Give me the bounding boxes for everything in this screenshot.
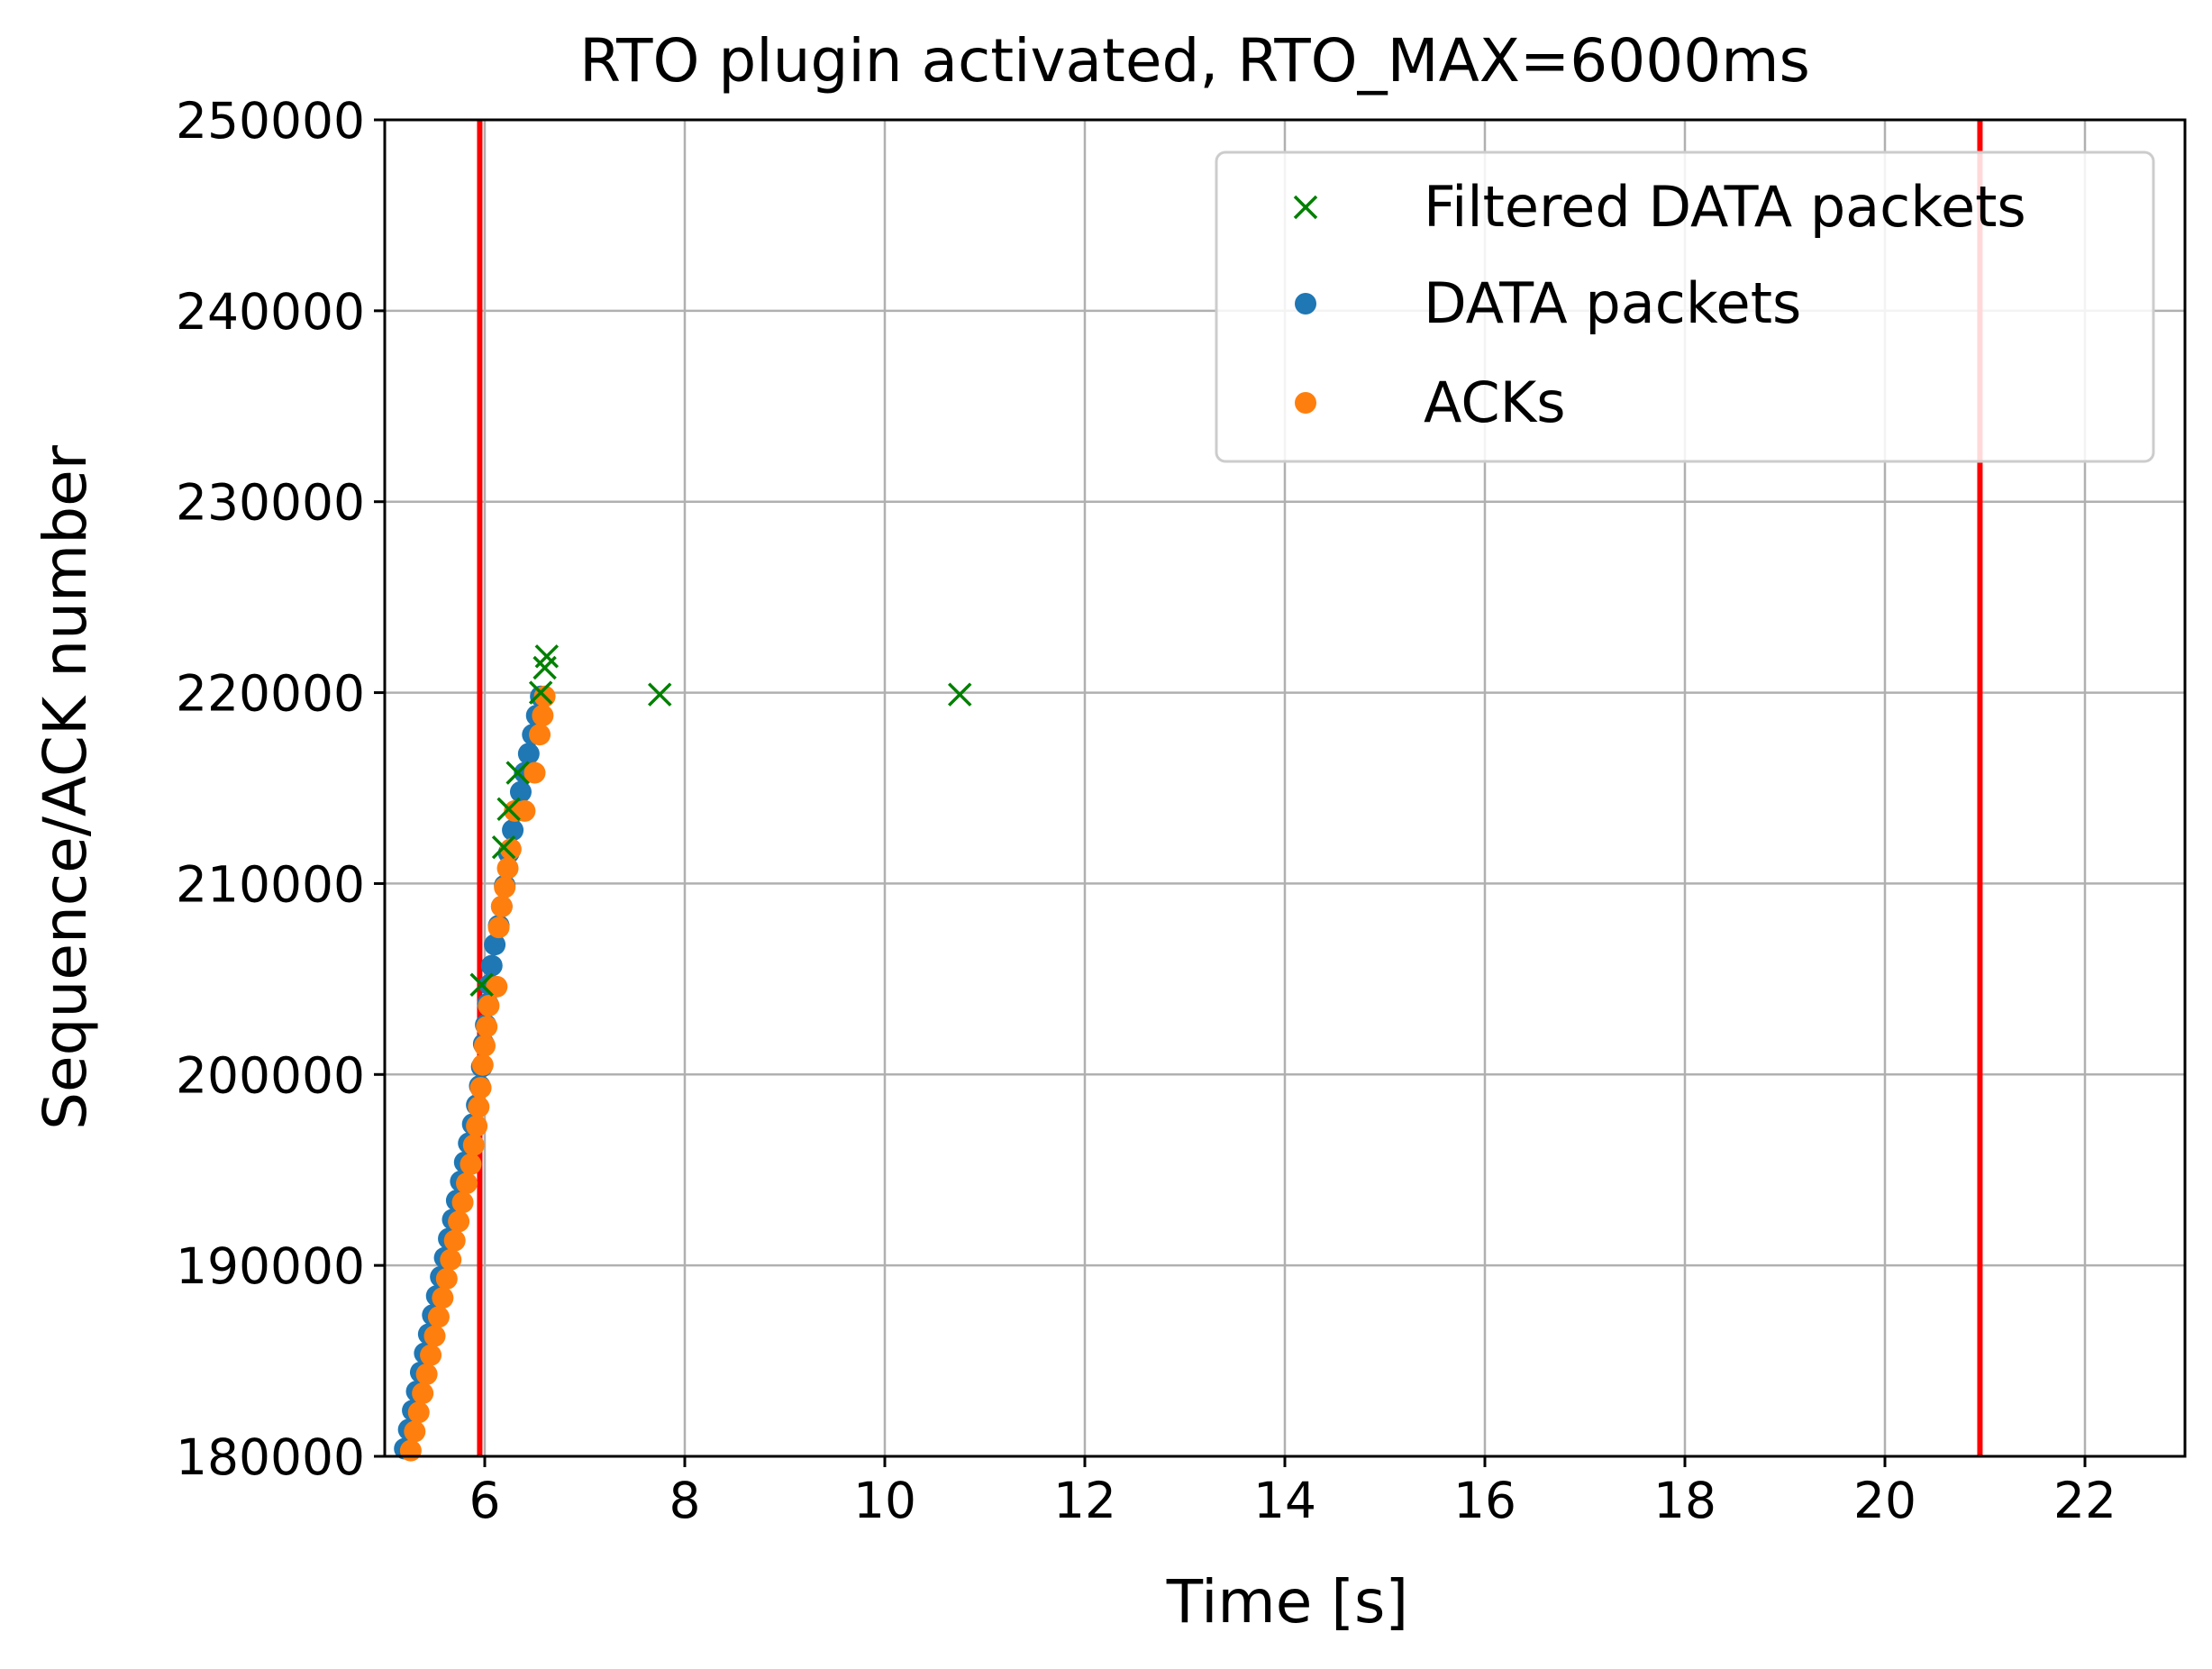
acks-point: [468, 1096, 490, 1118]
x-tick-label: 8: [669, 1472, 701, 1529]
acks-point: [415, 1363, 438, 1385]
y-tick-label: 190000: [176, 1237, 365, 1295]
filtered-data-packets-point: [469, 972, 494, 997]
legend-box: [1215, 150, 2155, 463]
data-packets-point: [484, 934, 506, 956]
acks-point: [460, 1153, 482, 1175]
filtered-data-packets-point: [534, 644, 560, 669]
x-marker-stroke: [491, 834, 516, 860]
y-tick-label: 220000: [176, 665, 365, 723]
acks-point: [529, 724, 551, 746]
x-tick-label: 10: [853, 1472, 916, 1529]
x-tick-label: 12: [1053, 1472, 1116, 1529]
x-tick-label: 20: [1853, 1472, 1916, 1529]
acks-point: [427, 1306, 450, 1328]
x-tick-label: 14: [1253, 1472, 1316, 1529]
y-tick-label: 240000: [176, 283, 365, 341]
x-tick-label: 18: [1653, 1472, 1716, 1529]
data-packets-point: [480, 954, 503, 977]
acks-point: [432, 1287, 454, 1309]
data-points: [394, 644, 972, 1462]
y-tick-label: 200000: [176, 1046, 365, 1104]
acks-point: [456, 1172, 478, 1195]
acks-point: [471, 1053, 494, 1076]
data-packets-point: [502, 819, 524, 842]
legend-marker: [1295, 392, 1316, 414]
acks-point: [496, 857, 519, 880]
x-tick-label: 22: [2053, 1472, 2116, 1529]
legend-label: DATA packets: [1424, 270, 1801, 336]
acks-point: [532, 704, 554, 726]
acks-point: [423, 1325, 446, 1347]
data-packets-point: [517, 743, 540, 765]
acks-point: [523, 762, 546, 784]
y-tick-label: 180000: [176, 1428, 365, 1486]
acks-point: [407, 1401, 430, 1424]
acks-point: [451, 1191, 474, 1214]
filtered-data-packets-point: [528, 680, 553, 705]
acks-point: [420, 1344, 442, 1366]
filtered-data-packets-point: [948, 682, 972, 707]
chart-title: RTO plugin activated, RTO_MAX=6000ms: [579, 26, 1810, 96]
acks-point: [486, 975, 508, 998]
y-axis-label: Sequence/ACK number: [31, 444, 100, 1130]
x-marker-stroke: [528, 680, 553, 705]
filtered-data-packets-point: [505, 761, 530, 785]
legend: Filtered DATA packets DATA packets ACKs: [1215, 150, 2155, 463]
x-marker-stroke: [648, 682, 672, 707]
acks-point: [469, 1077, 492, 1099]
legend-label: Filtered DATA packets: [1424, 174, 2026, 240]
acks-point: [435, 1267, 458, 1290]
x-tick-label: 16: [1453, 1472, 1516, 1529]
filtered-data-packets-point: [496, 797, 521, 822]
acks-point: [448, 1210, 470, 1233]
filtered-data-packets-point: [648, 682, 672, 707]
legend-label: ACKs: [1424, 369, 1566, 435]
acks-point: [514, 799, 536, 822]
legend-marker: [1293, 195, 1318, 220]
x-tick-label: 6: [469, 1472, 501, 1529]
data-packets-point: [509, 780, 532, 803]
acks-point: [490, 895, 513, 917]
acks-point: [476, 1016, 498, 1038]
acks-point: [412, 1382, 434, 1405]
x-marker-stroke: [534, 644, 560, 669]
x-marker-stroke: [1293, 195, 1318, 220]
acks-point: [487, 917, 510, 939]
x-axis-label: Time [s]: [1166, 1567, 1408, 1637]
acks-point: [462, 1134, 485, 1156]
acks-point: [443, 1229, 466, 1252]
x-marker-stroke: [496, 797, 521, 822]
y-tick-label: 210000: [176, 855, 365, 913]
acks-point: [494, 876, 516, 898]
acks-point: [474, 1035, 496, 1057]
acks-point: [404, 1420, 426, 1443]
acks-point: [399, 1439, 422, 1462]
y-tick-label: 230000: [176, 474, 365, 532]
y-tick-label: 250000: [176, 92, 365, 150]
x-marker-stroke: [505, 761, 530, 785]
axis-ticks: 6 8 10 12 14 16 18 20 22 180000 190000 200000 210000…: [176, 92, 2116, 1529]
x-marker-stroke: [469, 972, 494, 997]
filtered-data-packets-point: [491, 834, 516, 860]
acks-point: [440, 1248, 462, 1271]
x-marker-stroke: [948, 682, 972, 707]
acks-point: [478, 995, 500, 1017]
legend-marker: [1295, 293, 1316, 315]
acks-point: [466, 1115, 488, 1137]
